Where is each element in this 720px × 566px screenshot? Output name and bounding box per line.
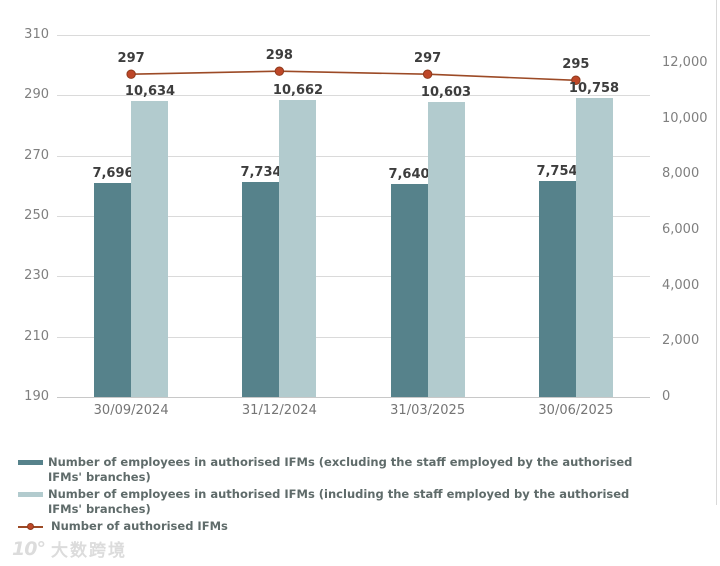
right-axis-tick-label: 8,000 [662,166,700,181]
left-axis-tick-label: 190 [24,389,49,404]
bar-value-label: 10,662 [272,83,324,98]
gridline [57,35,650,36]
left-axis-tick-label: 290 [24,87,49,102]
gridline [57,337,650,338]
gridline [57,156,650,157]
line-marker [422,69,433,79]
line-marker [274,66,285,76]
line-marker [126,69,136,79]
bar-value-label: 10,758 [568,81,620,96]
gridline [57,276,650,277]
legend-item: Number of employees in authorised IFMs (… [18,487,678,517]
line-value-label: 298 [265,48,293,63]
x-axis-category-label: 30/06/2025 [538,403,614,418]
left-axis-tick-label: 250 [24,208,49,223]
right-axis-tick-label: 0 [662,389,671,404]
x-axis-category-label: 31/03/2025 [390,403,466,418]
x-axis-category-label: 31/12/2024 [241,403,317,418]
x-axis-category-label: 30/09/2024 [93,403,169,418]
bar-value-label: 7,640 [388,167,430,182]
right-axis-tick-label: 10,000 [662,111,708,126]
bar-employees-including [279,100,316,397]
bar-employees-excluding [242,182,279,397]
legend-item: Number of authorised IFMs [18,519,678,534]
legend-swatch-icon [18,460,43,465]
line-value-label: 297 [117,51,145,66]
legend-label: Number of employees in authorised IFMs (… [48,455,633,484]
legend-swatch-icon [18,492,43,497]
watermark-logo-icon: 10° [12,537,46,560]
left-axis-tick-label: 230 [24,268,49,283]
bar-value-label: 10,634 [124,84,176,99]
gridline [57,216,650,217]
x-axis-line [57,397,650,398]
ifm-line-series [131,70,576,82]
right-axis-tick-label: 4,000 [662,278,700,293]
bar-employees-excluding [391,184,428,397]
bar-employees-excluding [94,183,131,397]
chart-legend: Number of employees in authorised IFMs (… [18,455,678,536]
legend-item: Number of employees in authorised IFMs (… [18,455,678,485]
bar-employees-excluding [539,181,576,397]
watermark: 10° 大数跨境 [12,536,127,562]
bar-employees-including [428,102,465,397]
left-axis-tick-label: 270 [24,148,49,163]
legend-line-marker-icon [18,519,43,534]
right-axis-tick-label: 6,000 [662,222,700,237]
left-axis-tick-label: 310 [24,27,49,42]
legend-label: Number of employees in authorised IFMs (… [48,487,630,516]
right-axis-tick-label: 12,000 [662,55,708,70]
bar-value-label: 7,754 [536,164,578,179]
bar-employees-including [576,98,613,397]
bar-value-label: 7,696 [92,166,134,181]
panel-right-border [716,0,717,505]
gridline [57,95,650,96]
left-axis-tick-label: 210 [24,329,49,344]
bar-value-label: 7,734 [240,165,282,180]
bar-value-label: 10,603 [420,85,472,100]
line-value-label: 295 [562,57,590,72]
right-axis-tick-label: 2,000 [662,333,700,348]
line-value-label: 297 [414,51,442,66]
bar-employees-including [131,101,168,397]
legend-label: Number of authorised IFMs [51,519,228,533]
watermark-text: 大数跨境 [50,541,127,561]
